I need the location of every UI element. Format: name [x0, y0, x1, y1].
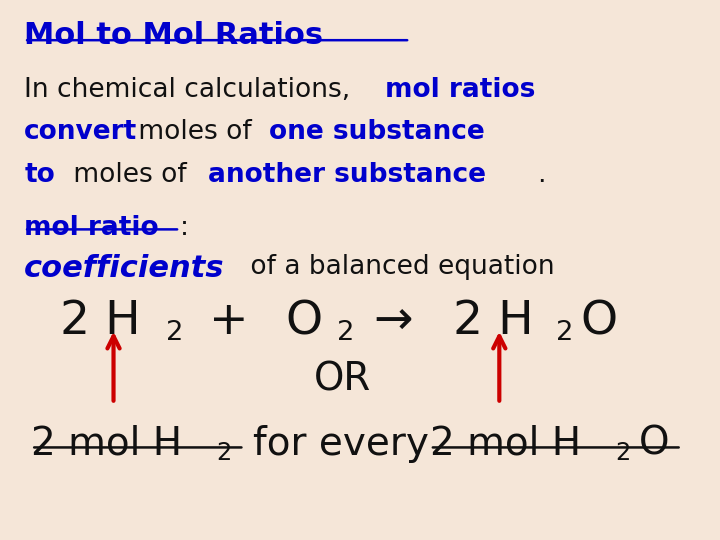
Text: 2 H: 2 H: [60, 299, 140, 345]
Text: mol ratios: mol ratios: [385, 77, 536, 103]
Text: Mol to Mol Ratios: Mol to Mol Ratios: [24, 22, 323, 50]
Text: In chemical calculations,: In chemical calculations,: [24, 77, 359, 103]
Text: of a balanced equation: of a balanced equation: [242, 254, 554, 280]
Text: 2 mol H: 2 mol H: [32, 425, 182, 463]
Text: .: .: [537, 162, 546, 188]
Text: O: O: [285, 299, 322, 345]
Text: :: :: [180, 215, 189, 241]
Text: 2: 2: [217, 441, 232, 465]
Text: OR: OR: [314, 361, 371, 399]
Text: moles of: moles of: [65, 162, 195, 188]
Text: O: O: [639, 425, 669, 463]
Text: coefficients: coefficients: [24, 254, 225, 283]
Text: mol ratio: mol ratio: [24, 215, 159, 241]
Text: moles of: moles of: [130, 119, 260, 145]
Text: convert: convert: [24, 119, 138, 145]
Text: 2: 2: [557, 320, 574, 346]
Text: for every: for every: [253, 425, 428, 463]
Text: →: →: [373, 299, 413, 345]
Text: 2: 2: [615, 441, 630, 465]
Text: another substance: another substance: [208, 162, 486, 188]
Text: 2: 2: [337, 320, 354, 346]
Text: one substance: one substance: [269, 119, 485, 145]
Text: 2: 2: [166, 320, 183, 346]
Text: 2 mol H: 2 mol H: [430, 425, 581, 463]
Text: +: +: [209, 299, 248, 345]
Text: to: to: [24, 162, 55, 188]
Text: O: O: [580, 299, 617, 345]
Text: 2 H: 2 H: [453, 299, 534, 345]
